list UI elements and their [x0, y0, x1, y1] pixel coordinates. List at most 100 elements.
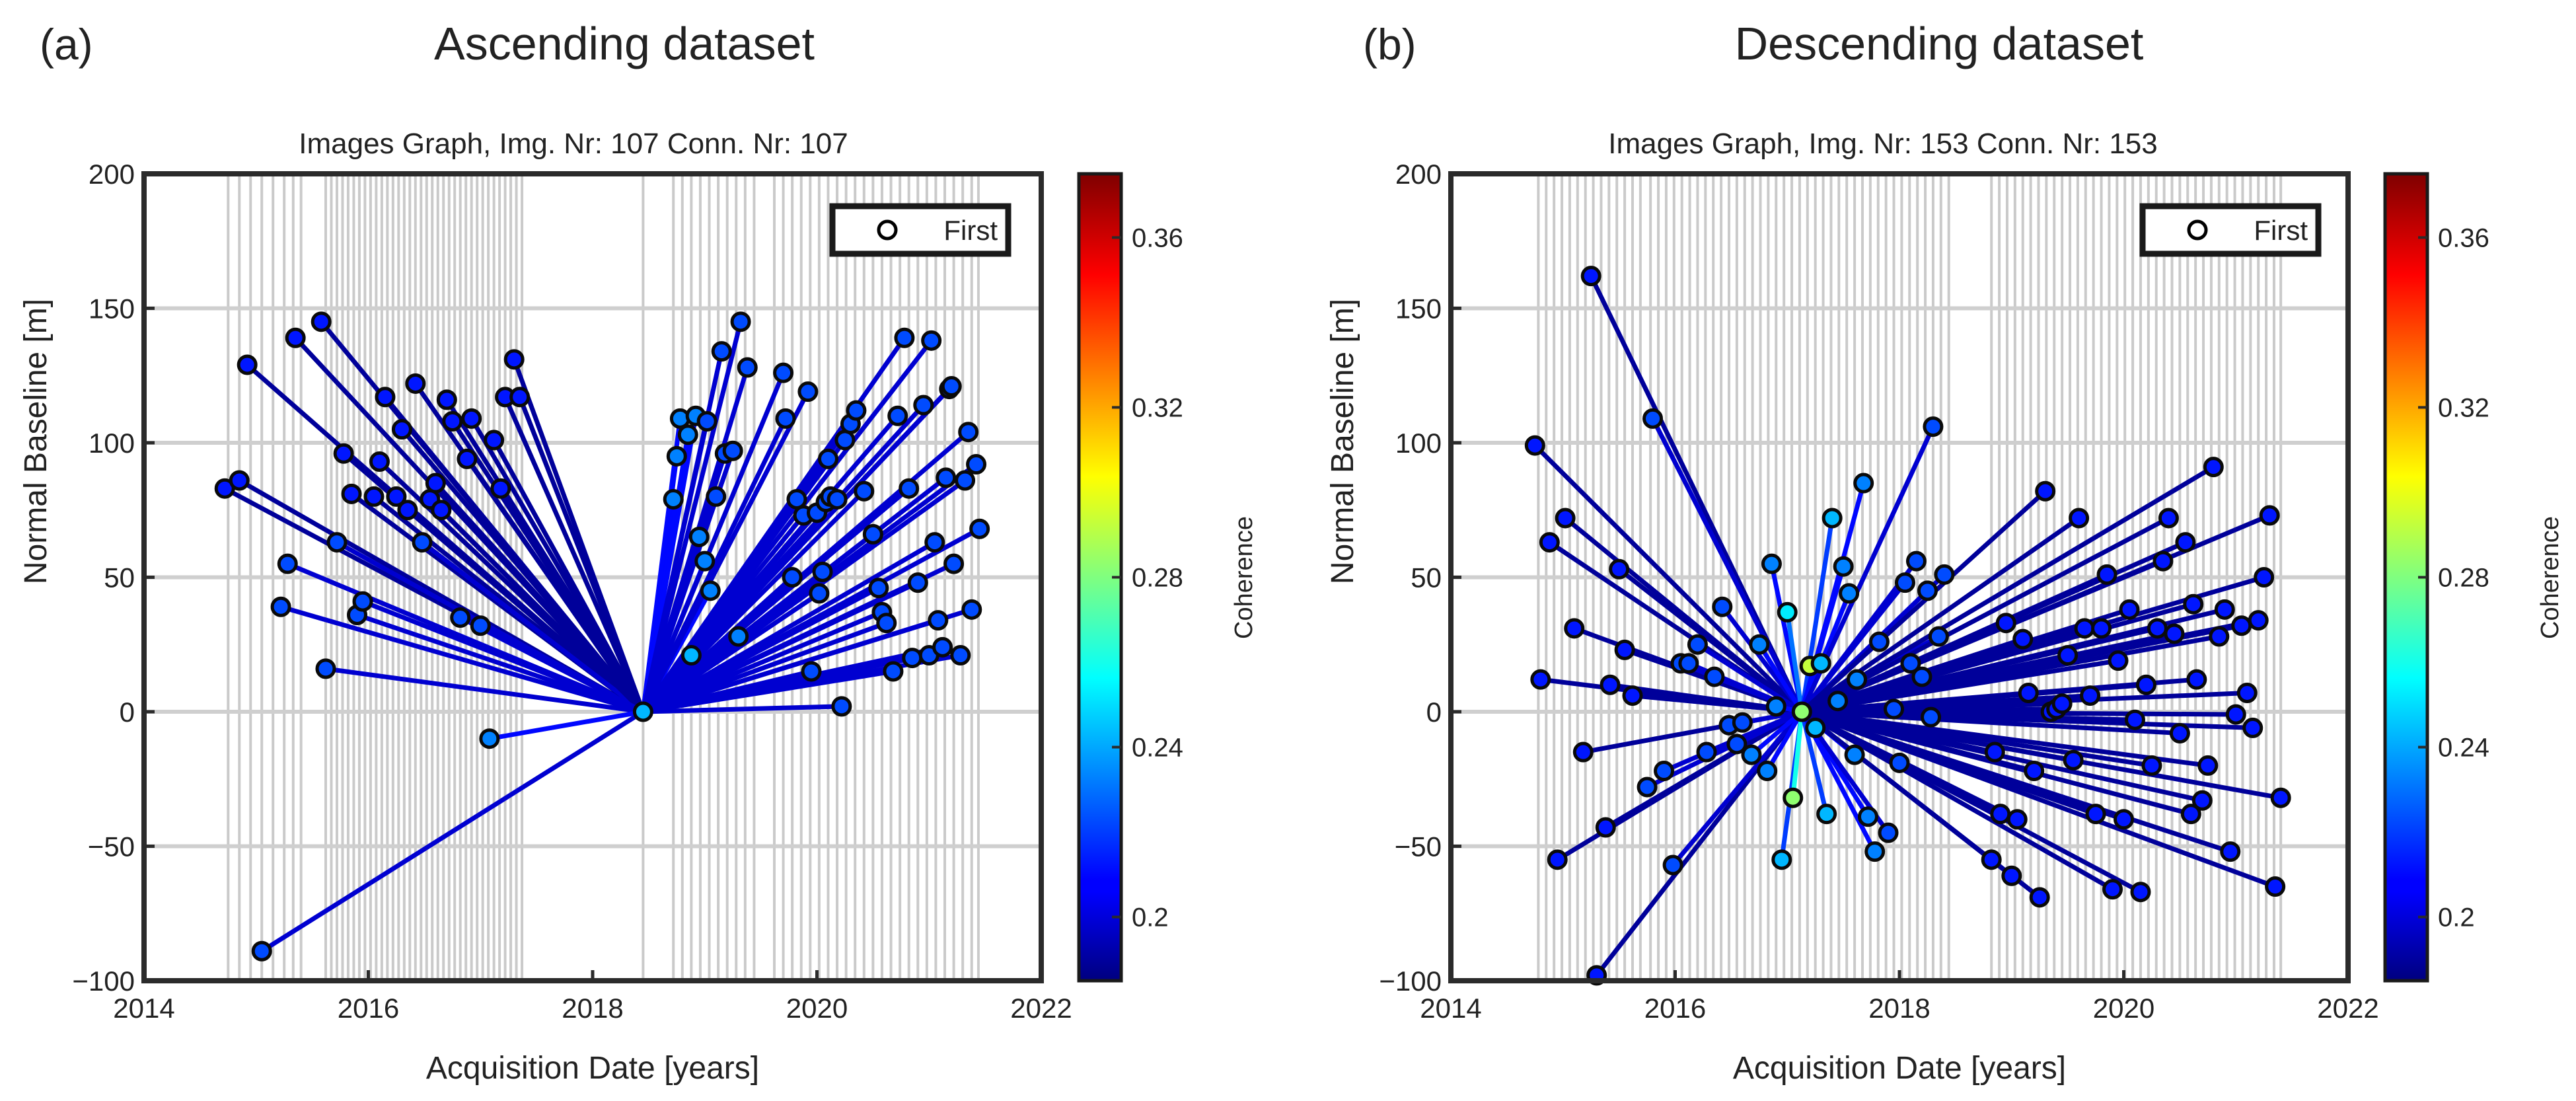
acquisition-point [2254, 567, 2275, 588]
acquisition-point [2135, 674, 2156, 695]
colorbar-ticks: 0.2 0.24 0.28 0.32 0.36 [1112, 223, 1183, 932]
connection-line [361, 599, 644, 714]
acquisition-point [1857, 806, 1878, 827]
connection-line [642, 607, 973, 714]
connection-line [1757, 643, 1804, 713]
connection-line [642, 430, 970, 714]
connection-line [642, 462, 978, 714]
y-tick-label: 100 [1395, 428, 1442, 459]
y-tick-label: −50 [1395, 831, 1442, 862]
colorbar-tick-label: 0.28 [2438, 564, 2489, 593]
chart-title: Images Graph, Img. Nr: 107 Conn. Nr: 107 [299, 128, 848, 160]
acquisition-point [894, 327, 915, 348]
legend-marker [2187, 219, 2208, 241]
acquisition-point [2051, 693, 2073, 714]
acquisition-point [2242, 717, 2263, 738]
acquisition-point [1654, 761, 1675, 782]
acquisition-point [1524, 435, 1545, 456]
acquisition-point [700, 580, 721, 601]
acquisition-point [2259, 505, 2280, 526]
acquisition-point [2130, 882, 2151, 903]
acquisition-point [251, 940, 272, 962]
connection-line [479, 623, 645, 714]
acquisition-point [941, 376, 962, 397]
acquisition-point [812, 561, 833, 582]
acquisition-point [2012, 628, 2034, 650]
y-tick-label: −100 [1379, 966, 1442, 997]
acquisition-point [352, 591, 373, 612]
acquisition-point [484, 430, 505, 451]
acquisition-point [1732, 712, 1753, 733]
acquisition-point [1696, 741, 1717, 763]
acquisition-point [2080, 685, 2101, 706]
acquisition-point [1547, 849, 1568, 870]
acquisition-point [315, 658, 336, 679]
acquisition-point [237, 354, 258, 375]
connection-line [640, 321, 743, 712]
acquisition-point [1600, 674, 1621, 695]
acquisition-point [2091, 618, 2112, 639]
connection-line [498, 487, 645, 713]
connection-line [1799, 517, 1835, 712]
acquisition-point [1687, 634, 1708, 655]
acquisition-point [311, 311, 332, 332]
connection-line [1801, 709, 2231, 854]
acquisition-point [862, 523, 883, 545]
acquisition-point [1765, 696, 1786, 717]
colorbar-tick-label: 0.2 [1132, 903, 1169, 932]
colorbar: 0.2 0.24 0.28 0.32 0.36 Coherence [1077, 172, 1258, 983]
acquisition-point [961, 599, 982, 620]
acquisition-point [2147, 618, 2168, 639]
acquisition-point [801, 661, 822, 682]
connection-line [1801, 709, 2209, 768]
acquisition-point [730, 311, 751, 332]
colorbar-tick-label: 0.28 [1132, 564, 1183, 593]
y-axis-label: Normal Baseline [m] [1325, 299, 1360, 584]
acquisition-point [688, 526, 710, 547]
panel-descending: (b) Descending dataset Images Graph, Img… [1325, 18, 2564, 1086]
acquisition-point [876, 613, 897, 634]
acquisition-point [2018, 683, 2039, 704]
acquisition-point [1917, 580, 1938, 601]
y-tick-label: −100 [72, 966, 135, 997]
legend: First [2139, 203, 2322, 257]
y-tick-label: 100 [89, 428, 135, 459]
acquisition-point [1595, 817, 1616, 838]
acquisition-point [1905, 550, 1927, 572]
connection-line [1671, 710, 1804, 867]
colorbar-tick-label: 0.24 [1132, 734, 1183, 763]
acquisition-point [2191, 790, 2213, 811]
connection-line [280, 604, 644, 714]
x-tick-label: 2022 [1010, 993, 1072, 1024]
acquisition-point [737, 357, 758, 378]
acquisition-point [277, 553, 298, 574]
acquisition-point [450, 607, 471, 628]
connection-line [1790, 711, 1804, 798]
acquisition-point [1614, 639, 1635, 660]
y-tick-label: −50 [88, 831, 135, 862]
x-tick-label: 2014 [1420, 993, 1481, 1024]
acquisition-point [1622, 685, 1643, 706]
acquisition-point [2029, 887, 2050, 908]
y-axis-label: Normal Baseline [m] [18, 299, 54, 584]
acquisition-point [677, 424, 698, 445]
acquisition-point [1783, 787, 1804, 808]
acquisition-point [2074, 618, 2095, 639]
x-tick-label: 2020 [2093, 993, 2154, 1024]
connection-line [1650, 417, 1804, 713]
connection-line [1801, 709, 2276, 889]
acquisition-point [2024, 761, 2045, 782]
acquisition-point [728, 626, 749, 647]
acquisition-point [2183, 593, 2204, 615]
acquisition-point [363, 486, 385, 507]
acquisition-point [2225, 704, 2246, 725]
y-tick-label: 0 [120, 697, 135, 728]
acquisition-point [1844, 744, 1865, 765]
acquisition-point [1757, 761, 1778, 782]
acquisition-point [706, 486, 727, 507]
acquisition-point [1853, 473, 1874, 494]
connection-line [1800, 709, 2142, 894]
acquisition-point [2085, 804, 2106, 825]
acquisition-point [1878, 822, 1899, 843]
acquisition-point [1921, 706, 1942, 728]
